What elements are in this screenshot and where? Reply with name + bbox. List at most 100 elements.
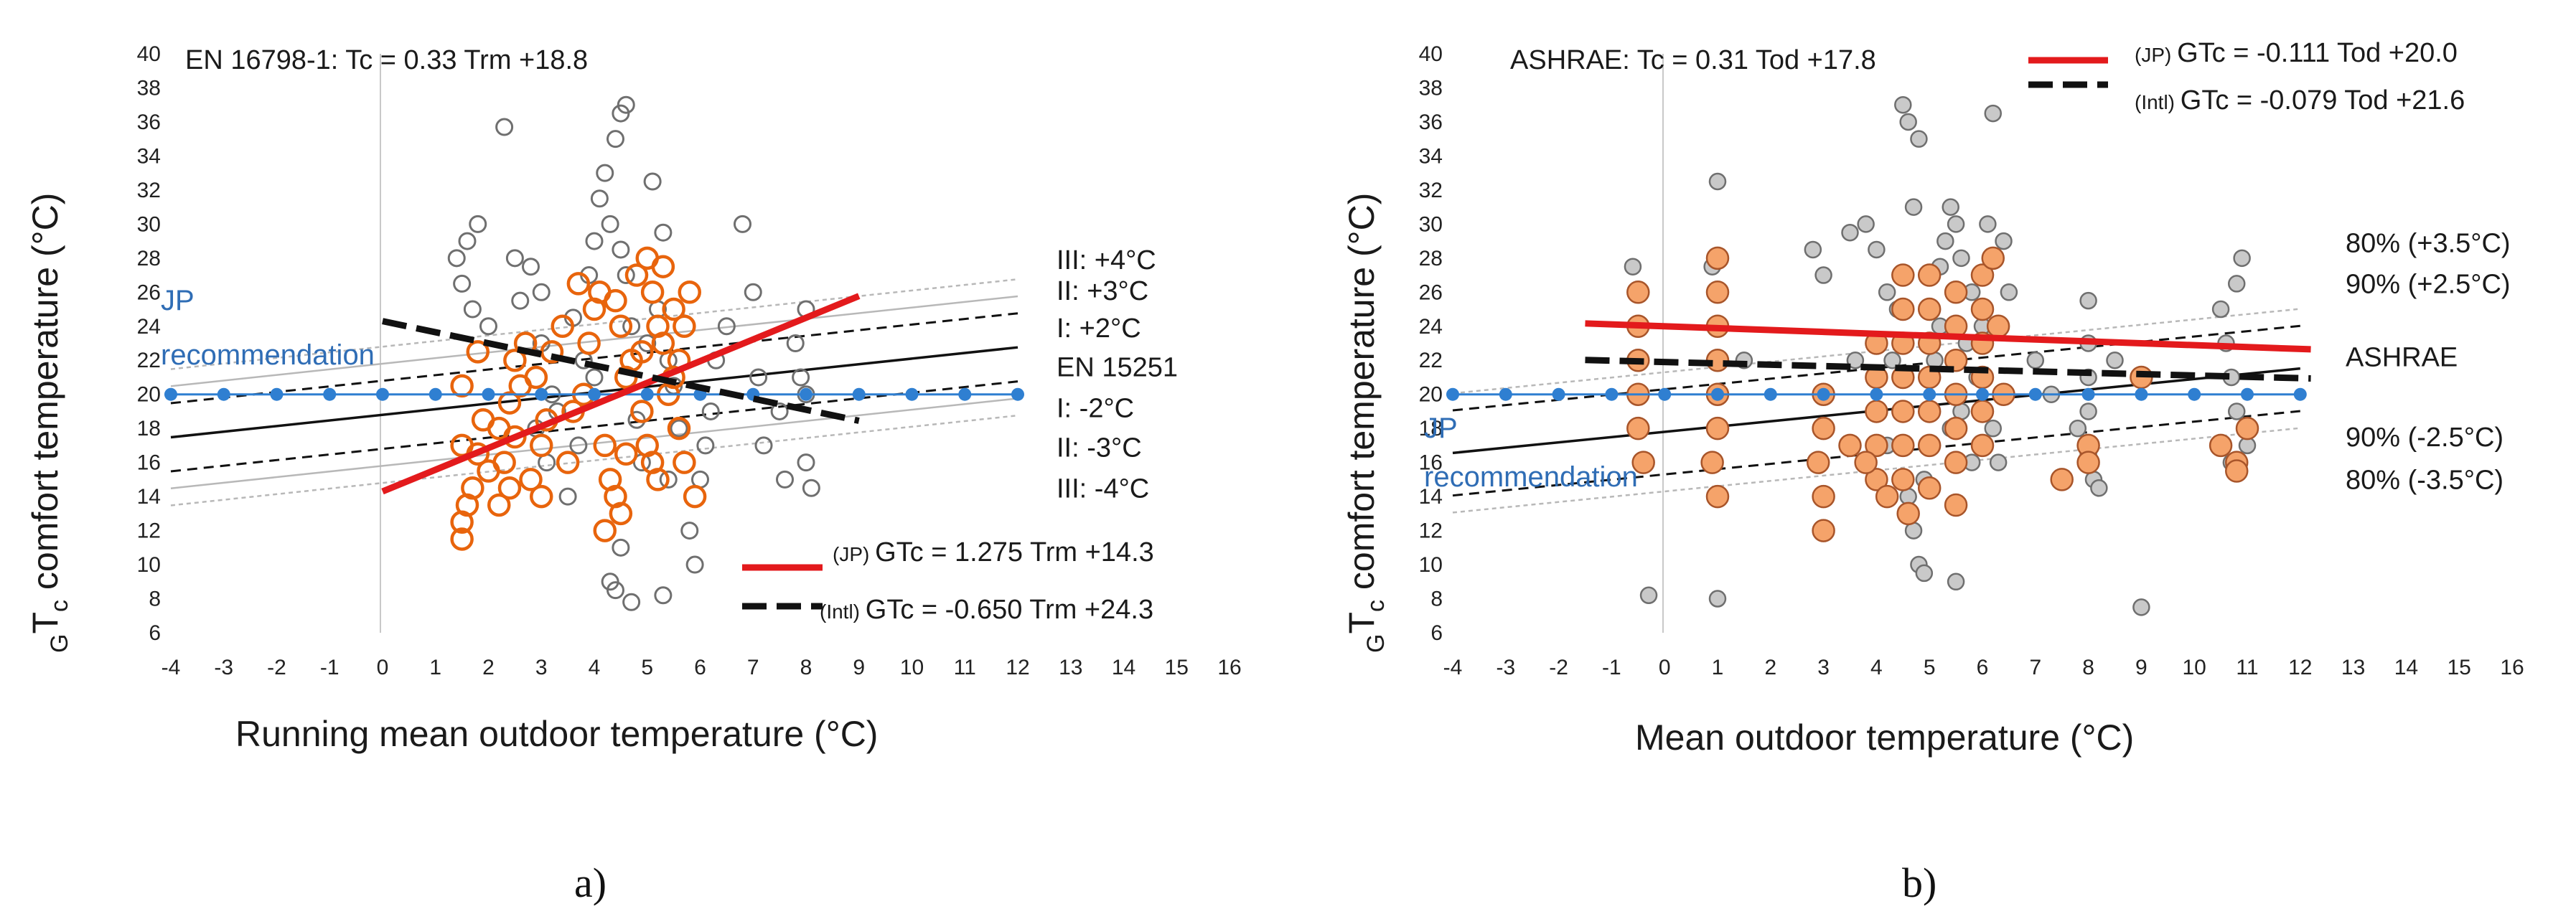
intl-point	[511, 291, 530, 310]
intl-point	[1857, 215, 1875, 233]
jp-point	[1981, 246, 2005, 270]
y-tick-label: 34	[137, 144, 161, 168]
x-tick-label: 4	[589, 656, 601, 679]
band-labels: III: +4°CII: +3°C I: +2°C EN 15251 I: -2°C I…	[1057, 245, 1178, 504]
y-tick-label: 8	[149, 588, 161, 611]
legend-intl-prefix: (Intl)	[2135, 91, 2181, 113]
intl-point	[1841, 223, 1859, 242]
title-equation: ASHRAE: Tc = 0.31 Tod +17.8	[1510, 45, 1876, 75]
x-tick-label: 14	[1112, 656, 1135, 679]
jp-point	[487, 493, 511, 517]
legend-jp-label: (JP) GTc = -0.111 Tod +20.0	[2135, 38, 2458, 68]
jp-point	[1865, 433, 1888, 458]
y-tick-label: 24	[1419, 315, 1443, 339]
jp-point	[450, 527, 474, 551]
jp-recommendation-marker	[2028, 387, 2042, 401]
jp-recommendation-marker	[482, 387, 495, 401]
y-tick-label: 18	[1419, 417, 1443, 440]
x-tick-label: -2	[1549, 656, 1568, 679]
jp-point	[1896, 501, 1920, 526]
jp-point	[1705, 416, 1730, 440]
intl-point	[1915, 564, 1934, 583]
x-tick-label: 2	[482, 656, 495, 679]
legend-intl-label: (Intl) GTc = -0.079 Tod +21.6	[2135, 85, 2465, 116]
jp-fit-line	[381, 293, 861, 495]
y-tick-label: 28	[137, 247, 161, 270]
intl-point	[612, 538, 630, 557]
intl-point	[701, 402, 720, 420]
intl-point	[792, 368, 810, 387]
x-tick-label: 3	[1817, 656, 1830, 679]
intl-point	[1814, 266, 1832, 284]
jp-point	[1917, 263, 1942, 287]
jp-point	[1944, 416, 1968, 440]
jp-point	[1626, 416, 1650, 440]
comfort-band-line	[170, 312, 1018, 405]
jp-point	[1917, 433, 1942, 458]
intl-point	[776, 470, 794, 489]
jp-point	[651, 255, 675, 278]
svg-text:GTc comfort temperature (°C): GTc comfort temperature (°C)	[1341, 193, 1390, 653]
intl-point	[622, 593, 641, 611]
band-label: I: +2°C	[1057, 314, 1141, 344]
x-tick-label: 6	[1977, 656, 1989, 679]
intl-point	[463, 300, 482, 319]
y-axis-label-rest: comfort temperature (°C)	[25, 193, 65, 600]
y-tick-label: 12	[137, 519, 161, 543]
legend: (JP) GTc = 1.275 Trm +14.3 (Intl) GTc = …	[742, 537, 1154, 625]
jp-point	[1944, 348, 1968, 372]
intl-point	[685, 555, 704, 574]
x-tick-label: 11	[2236, 656, 2258, 679]
intl-point	[596, 164, 614, 182]
jp-recommendation-marker	[1658, 387, 1672, 401]
x-tick-label: -4	[1443, 656, 1463, 679]
jp-point	[604, 288, 627, 313]
jp-recommendation-marker	[164, 387, 177, 401]
intl-point	[770, 402, 789, 420]
y-tick-label: 38	[137, 76, 161, 100]
legend-jp-text: GTc = 1.275 Trm +14.3	[875, 537, 1154, 567]
intl-point	[802, 479, 820, 497]
intl-point	[1936, 232, 1954, 250]
x-tick-label: 13	[2341, 656, 2365, 679]
jp-recommendation-marker	[2081, 387, 2095, 401]
jp-recommendation-marker	[1976, 387, 1989, 401]
legend-intl-text: GTc = -0.650 Trm +24.3	[866, 595, 1153, 625]
jp-recommendation-marker	[1870, 387, 1883, 401]
y-tick-label: 36	[137, 110, 161, 134]
jp-point	[1917, 476, 1942, 500]
y-tick-label: 18	[137, 417, 161, 440]
jp-recommendation-marker	[588, 387, 601, 401]
intl-point	[2069, 419, 2087, 438]
y-tick-label: 16	[137, 451, 161, 475]
x-axis-ticks: -4 -3 -2 -1 0 1 2 3 4 5 6 7 8 9 10 11 12 13 14 15 16	[161, 656, 1242, 679]
intl-point	[749, 368, 768, 387]
x-tick-label: -4	[161, 656, 181, 679]
y-tick-label: 26	[137, 281, 161, 304]
jp-recommendation-marker	[958, 387, 972, 401]
intl-point	[2090, 479, 2108, 497]
x-tick-label: 16	[1217, 656, 1241, 679]
intl-point	[1942, 198, 1959, 216]
jp-point	[1891, 468, 1915, 491]
intl-fit-line	[382, 318, 860, 424]
jp-point	[2076, 451, 2100, 474]
jp-point	[524, 365, 548, 390]
band-label: ASHRAE	[2346, 342, 2458, 372]
jp-fit-line	[1585, 320, 2311, 353]
y-tick-label: 16	[1419, 451, 1443, 475]
x-tick-label: 2	[1764, 656, 1776, 679]
intl-point	[2079, 291, 2097, 310]
jp-recommendation-marker	[376, 387, 389, 401]
x-axis-label: Running mean outdoor temperature (°C)	[235, 714, 878, 754]
jp-point	[556, 451, 580, 474]
intl-point	[601, 215, 619, 233]
y-tick-label: 22	[1419, 349, 1443, 372]
intl-point	[612, 240, 630, 259]
intl-point	[1639, 586, 1658, 605]
panel-label-a: a)	[574, 859, 606, 906]
intl-point	[734, 215, 751, 233]
jp-point	[461, 476, 484, 500]
jp-recommendation-marker	[1923, 387, 1936, 401]
y-tick-label: 40	[1419, 42, 1443, 66]
